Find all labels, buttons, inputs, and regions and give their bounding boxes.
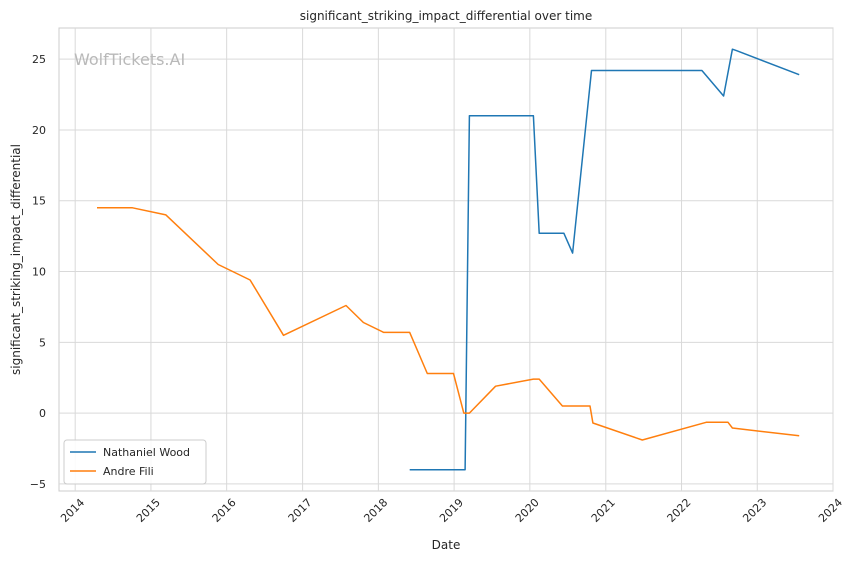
y-tick-label: −5 [30, 478, 46, 491]
x-tick-label: 2019 [437, 496, 466, 525]
x-tick-labels: 2014 2015 2016 2017 2018 2019 2020 2021 2022 2023… [58, 496, 845, 525]
x-tick-label: 2017 [286, 496, 315, 525]
y-tick-label: 10 [32, 266, 46, 279]
series-line-andre-fili [97, 207, 800, 441]
y-tick-label: 25 [32, 53, 46, 66]
series-line-nathaniel-wood [409, 48, 800, 471]
y-axis-title: significant_striking_impact_differential [9, 144, 23, 375]
x-tick-label: 2014 [58, 496, 87, 525]
plot-area [58, 27, 834, 492]
x-tick-label: 2023 [740, 496, 769, 525]
grid [59, 28, 834, 491]
legend-box [63, 439, 207, 485]
x-tick-label: 2016 [210, 496, 239, 525]
x-tick-label: 2021 [589, 496, 618, 525]
legend: Nathaniel Wood Andre Fili [63, 439, 207, 485]
x-tick-label: 2015 [134, 496, 163, 525]
y-tick-label: 0 [39, 407, 46, 420]
y-tick-label: 15 [32, 195, 46, 208]
x-tick-label: 2024 [816, 496, 845, 525]
legend-label: Andre Fili [103, 465, 154, 478]
x-tick-label: 2020 [513, 496, 542, 525]
x-tick-label: 2022 [665, 496, 694, 525]
series-layer [97, 48, 800, 471]
y-tick-labels: −5 0 5 10 15 20 25 [30, 53, 46, 491]
x-axis-title: Date [432, 538, 461, 552]
y-tick-label: 20 [32, 124, 46, 137]
watermark: WolfTickets.AI [74, 50, 185, 69]
chart-title: significant_striking_impact_differential… [300, 9, 592, 23]
legend-label: Nathaniel Wood [103, 446, 190, 459]
y-tick-label: 5 [39, 336, 46, 349]
x-tick-label: 2018 [361, 496, 390, 525]
